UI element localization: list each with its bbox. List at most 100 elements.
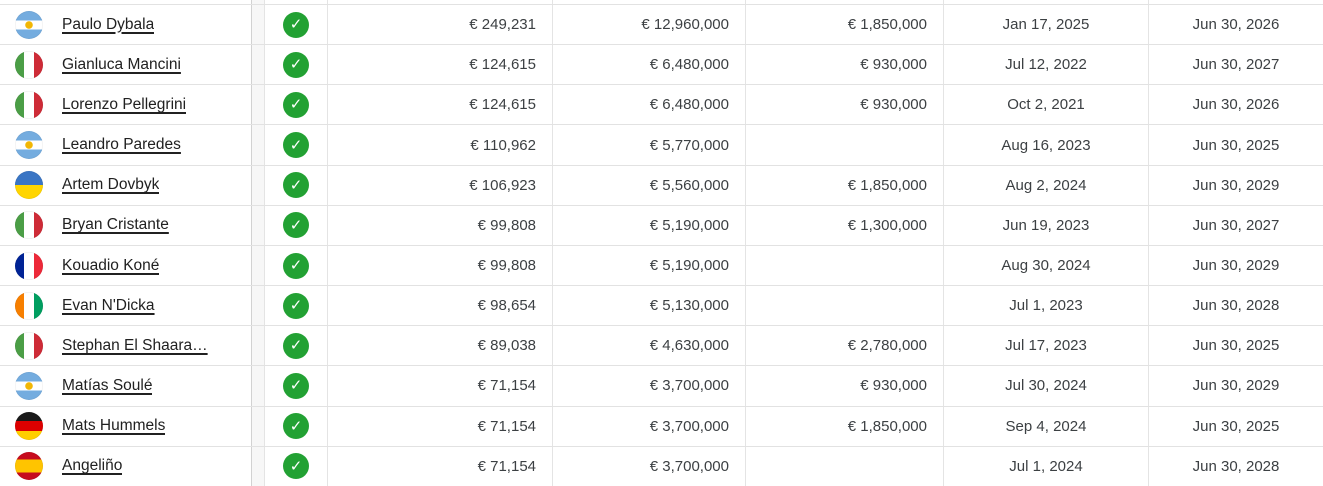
check-circle-icon: ✓ bbox=[283, 212, 309, 239]
annual-wage-cell: € 3,700,000 bbox=[552, 406, 745, 446]
frozen-column-divider bbox=[251, 45, 264, 85]
table-rows: Paulo Dybala ✓ € 249,231 € 12,960,000 € … bbox=[0, 4, 1323, 486]
player-name-link[interactable]: Paulo Dybala bbox=[62, 15, 155, 33]
player-cell: Lorenzo Pellegrini bbox=[0, 85, 251, 124]
check-circle-icon: ✓ bbox=[283, 51, 309, 78]
country-flag-icon bbox=[15, 131, 43, 160]
player-cell: Mats Hummels bbox=[0, 407, 251, 446]
table-row: Evan N'Dicka ✓ € 98,654 € 5,130,000 Jul … bbox=[0, 285, 1323, 326]
check-circle-icon: ✓ bbox=[283, 91, 309, 118]
bonus-cell: € 1,300,000 bbox=[745, 205, 943, 245]
check-circle-icon: ✓ bbox=[283, 132, 309, 159]
player-cell: Stephan El Shaara… bbox=[0, 326, 251, 365]
frozen-column-divider bbox=[251, 205, 264, 245]
expires-date-cell: Jun 30, 2029 bbox=[1148, 245, 1323, 286]
signed-date-cell: Aug 30, 2024 bbox=[943, 245, 1148, 286]
bonus-cell bbox=[745, 125, 943, 165]
player-name-link[interactable]: Matías Soulé bbox=[62, 376, 153, 394]
frozen-column-divider bbox=[251, 446, 264, 486]
table-row: Matías Soulé ✓ € 71,154 € 3,700,000 € 93… bbox=[0, 365, 1323, 406]
annual-wage-cell: € 5,130,000 bbox=[552, 286, 745, 326]
player-name-link[interactable]: Leandro Paredes bbox=[62, 136, 181, 154]
expires-date-cell bbox=[1148, 0, 1323, 4]
country-flag-icon bbox=[15, 50, 43, 79]
player-name-link[interactable]: Stephan El Shaara… bbox=[62, 336, 208, 354]
bonus-cell: € 1,850,000 bbox=[745, 165, 943, 205]
player-cell bbox=[0, 0, 251, 4]
player-name-link[interactable]: Mats Hummels bbox=[62, 417, 166, 435]
signed-date-cell: Jul 30, 2024 bbox=[943, 366, 1148, 406]
frozen-column-divider bbox=[251, 165, 264, 205]
partial-row-above bbox=[0, 0, 1323, 4]
player-cell: Gianluca Mancini bbox=[0, 45, 251, 84]
player-cell: Paulo Dybala bbox=[0, 5, 251, 44]
country-flag-icon bbox=[15, 291, 43, 320]
bonus-cell bbox=[745, 286, 943, 326]
country-flag-icon bbox=[15, 251, 43, 280]
signed-date-cell bbox=[943, 0, 1148, 4]
table-row: Gianluca Mancini ✓ € 124,615 € 6,480,000… bbox=[0, 44, 1323, 85]
expires-date-cell: Jun 30, 2028 bbox=[1148, 446, 1323, 486]
verified-cell: ✓ bbox=[264, 85, 327, 125]
verified-cell: ✓ bbox=[264, 165, 327, 205]
player-name-link[interactable]: Bryan Cristante bbox=[62, 216, 169, 234]
annual-wage-cell: € 5,190,000 bbox=[552, 245, 745, 286]
bonus-cell: € 930,000 bbox=[745, 45, 943, 85]
country-flag-icon bbox=[15, 331, 43, 360]
expires-date-cell: Jun 30, 2027 bbox=[1148, 45, 1323, 85]
frozen-column-divider bbox=[251, 5, 264, 45]
annual-wage-cell: € 5,190,000 bbox=[552, 205, 745, 245]
player-name-link[interactable]: Artem Dovbyk bbox=[62, 176, 160, 194]
check-circle-icon: ✓ bbox=[283, 413, 309, 440]
table-row: Angeliño ✓ € 71,154 € 3,700,000 Jul 1, 2… bbox=[0, 445, 1323, 486]
weekly-wage-cell: € 71,154 bbox=[327, 366, 552, 406]
frozen-column-divider bbox=[251, 85, 264, 125]
check-circle-icon: ✓ bbox=[283, 372, 309, 399]
check-circle-icon: ✓ bbox=[283, 252, 309, 279]
expires-date-cell: Jun 30, 2026 bbox=[1148, 5, 1323, 45]
verified-cell: ✓ bbox=[264, 366, 327, 406]
verified-cell: ✓ bbox=[264, 125, 327, 165]
player-cell: Kouadio Koné bbox=[0, 246, 251, 285]
expires-date-cell: Jun 30, 2028 bbox=[1148, 286, 1323, 326]
signed-date-cell: Jul 17, 2023 bbox=[943, 326, 1148, 366]
verified-cell: ✓ bbox=[264, 406, 327, 446]
expires-date-cell: Jun 30, 2025 bbox=[1148, 125, 1323, 165]
check-circle-icon: ✓ bbox=[283, 292, 309, 319]
annual-wage-cell: € 4,630,000 bbox=[552, 326, 745, 366]
bonus-cell: € 1,850,000 bbox=[745, 5, 943, 45]
country-flag-icon bbox=[15, 90, 43, 119]
weekly-wage-cell: € 99,808 bbox=[327, 205, 552, 245]
weekly-wage-cell: € 71,154 bbox=[327, 446, 552, 486]
verified-cell bbox=[264, 0, 327, 4]
annual-wage-cell: € 6,480,000 bbox=[552, 85, 745, 125]
player-name-link[interactable]: Kouadio Koné bbox=[62, 256, 160, 274]
annual-wage-cell: € 3,700,000 bbox=[552, 366, 745, 406]
country-flag-icon bbox=[15, 452, 43, 481]
check-circle-icon: ✓ bbox=[283, 172, 309, 199]
table-row: Mats Hummels ✓ € 71,154 € 3,700,000 € 1,… bbox=[0, 405, 1323, 446]
country-flag-icon bbox=[15, 10, 43, 39]
player-name-link[interactable]: Evan N'Dicka bbox=[62, 296, 155, 314]
frozen-column-divider bbox=[251, 366, 264, 406]
player-cell: Artem Dovbyk bbox=[0, 166, 251, 205]
signed-date-cell: Jul 1, 2024 bbox=[943, 446, 1148, 486]
table-row: Lorenzo Pellegrini ✓ € 124,615 € 6,480,0… bbox=[0, 84, 1323, 125]
table-row: Artem Dovbyk ✓ € 106,923 € 5,560,000 € 1… bbox=[0, 164, 1323, 205]
frozen-column-divider bbox=[251, 286, 264, 326]
player-cell: Angeliño bbox=[0, 447, 251, 486]
frozen-column-divider bbox=[251, 406, 264, 446]
expires-date-cell: Jun 30, 2027 bbox=[1148, 205, 1323, 245]
check-circle-icon: ✓ bbox=[283, 332, 309, 359]
signed-date-cell: Jan 17, 2025 bbox=[943, 5, 1148, 45]
annual-wage-cell: € 3,700,000 bbox=[552, 446, 745, 486]
player-name-link[interactable]: Lorenzo Pellegrini bbox=[62, 95, 187, 113]
country-flag-icon bbox=[15, 371, 43, 400]
player-name-link[interactable]: Angeliño bbox=[62, 457, 123, 475]
country-flag-icon bbox=[15, 171, 43, 200]
check-circle-icon: ✓ bbox=[283, 453, 309, 480]
player-cell: Matías Soulé bbox=[0, 366, 251, 405]
weekly-wage-cell: € 89,038 bbox=[327, 326, 552, 366]
player-name-link[interactable]: Gianluca Mancini bbox=[62, 55, 181, 73]
